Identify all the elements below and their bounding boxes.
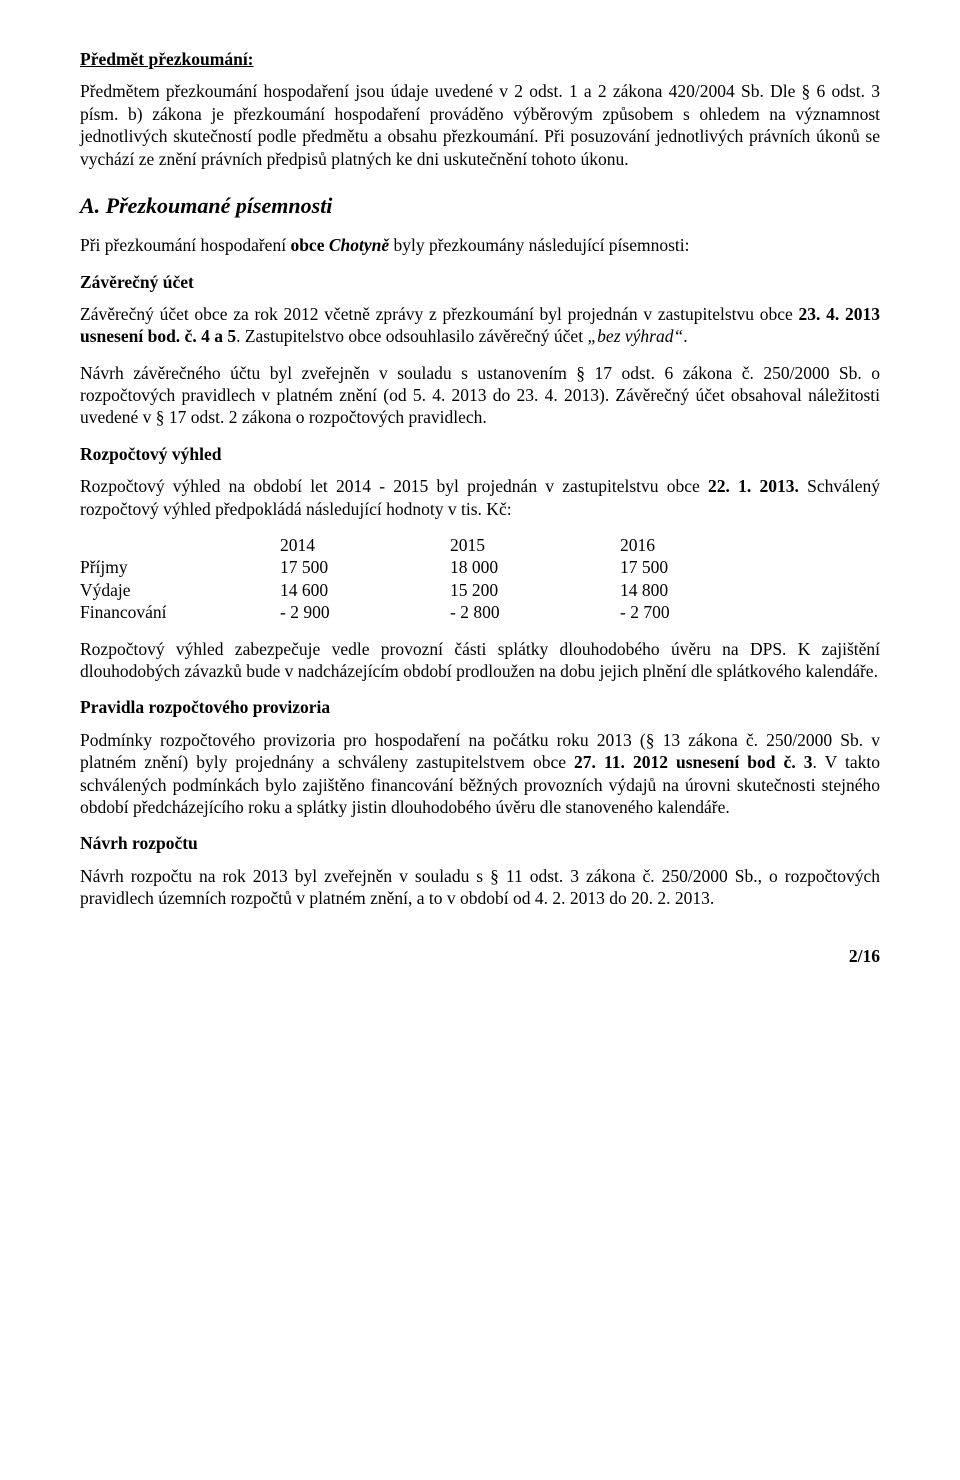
row-v2: - 2 800 [450,601,620,623]
row-v1: 14 600 [280,579,450,601]
table-row: Výdaje 14 600 15 200 14 800 [80,579,790,601]
row-v3: 14 800 [620,579,790,601]
budget-outlook-p1: Rozpočtový výhled na období let 2014 - 2… [80,475,880,520]
table-row: Financování - 2 900 - 2 800 - 2 700 [80,601,790,623]
bo-p1-bold: 22. 1. 2013. [708,476,799,496]
bo-p1-pre: Rozpočtový výhled na období let 2014 - 2… [80,476,708,496]
final-account-heading-text: Závěrečný účet [80,272,194,292]
document-page: Předmět přezkoumání: Předmětem přezkoumá… [0,0,960,1480]
row-v1: - 2 900 [280,601,450,623]
table-row: Příjmy 17 500 18 000 17 500 [80,556,790,578]
table-header-row: 2014 2015 2016 [80,534,790,556]
provisional-rules-heading-text: Pravidla rozpočtového provizoria [80,697,330,717]
budget-outlook-heading: Rozpočtový výhled [80,443,880,465]
row-v3: 17 500 [620,556,790,578]
table-header-y3: 2016 [620,534,790,556]
table-header-empty [80,534,280,556]
row-v2: 18 000 [450,556,620,578]
row-v1: 17 500 [280,556,450,578]
budget-outlook-heading-text: Rozpočtový výhled [80,444,221,464]
fa-p1-mid: . Zastupitelstvo obce odsouhlasilo závěr… [236,326,587,346]
page-number: 2/16 [80,945,880,967]
subject-paragraph: Předmětem přezkoumání hospodaření jsou ú… [80,80,880,170]
budget-outlook-p2: Rozpočtový výhled zabezpečuje vedle prov… [80,638,880,683]
budget-outlook-table: 2014 2015 2016 Příjmy 17 500 18 000 17 5… [80,534,790,624]
final-account-p1: Závěrečný účet obce za rok 2012 včetně z… [80,303,880,348]
fa-p1-italic: „bez výhrad“ [587,326,683,346]
row-label: Příjmy [80,556,280,578]
draft-budget-heading-text: Návrh rozpočtu [80,833,198,853]
draft-budget-heading: Návrh rozpočtu [80,832,880,854]
fa-p1-pre: Závěrečný účet obce za rok 2012 včetně z… [80,304,799,324]
row-label: Financování [80,601,280,623]
row-label: Výdaje [80,579,280,601]
intro-bold-italic: Chotyně [329,235,389,255]
provisional-rules-p1: Podmínky rozpočtového provizoria pro hos… [80,729,880,819]
table-header-y2: 2015 [450,534,620,556]
section-a-intro: Při přezkoumání hospodaření obce Chotyně… [80,234,880,256]
final-account-heading: Závěrečný účet [80,271,880,293]
row-v3: - 2 700 [620,601,790,623]
pr-p1-bold: 27. 11. 2012 usnesení bod č. 3 [574,752,812,772]
row-v2: 15 200 [450,579,620,601]
intro-pre: Při přezkoumání hospodaření [80,235,290,255]
subject-heading-text: Předmět přezkoumání: [80,49,254,69]
intro-post: byly přezkoumány následující písemnosti: [389,235,689,255]
provisional-rules-heading: Pravidla rozpočtového provizoria [80,696,880,718]
intro-bold: obce [290,235,328,255]
subject-heading: Předmět přezkoumání: [80,48,880,70]
table-header-y1: 2014 [280,534,450,556]
section-a-heading: A. Přezkoumané písemnosti [80,192,880,220]
fa-p1-end: . [683,326,687,346]
draft-budget-p1: Návrh rozpočtu na rok 2013 byl zveřejněn… [80,865,880,910]
final-account-p2: Návrh závěrečného účtu byl zveřejněn v s… [80,362,880,429]
